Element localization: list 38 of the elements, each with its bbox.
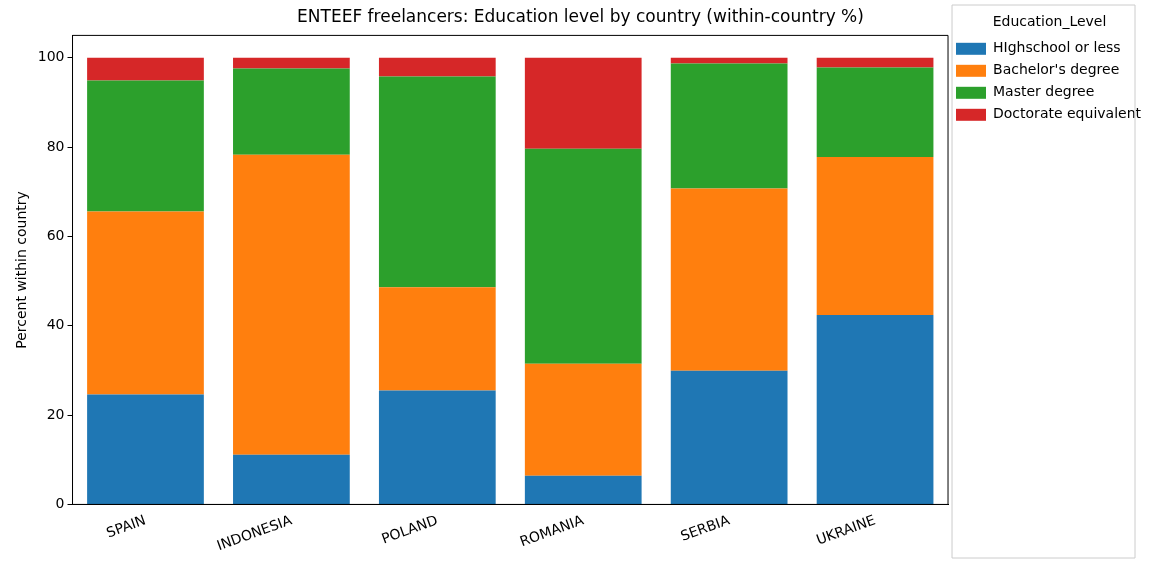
bar	[233, 57, 350, 69]
bar	[816, 57, 934, 68]
y-tick-label: 60	[46, 227, 65, 244]
bar	[524, 57, 642, 149]
bar	[816, 315, 934, 504]
bar	[378, 76, 496, 288]
x-tick-label: SPAIN	[104, 511, 148, 541]
bar	[233, 68, 350, 155]
chart-title: ENTEEF freelancers: Education level by country (within-country %)	[297, 5, 864, 26]
bar	[816, 67, 934, 157]
bar	[233, 154, 350, 455]
y-tick-label: 40	[46, 316, 65, 333]
bar	[378, 287, 496, 391]
legend-label: Bachelor's degree	[993, 61, 1120, 78]
legend-label: HIghschool or less	[993, 39, 1121, 56]
bar	[233, 454, 350, 504]
legend-label: Master degree	[993, 83, 1095, 100]
y-axis-title: Percent within country	[13, 191, 30, 349]
y-tick-label: 80	[46, 137, 65, 154]
bar	[378, 390, 496, 504]
bar	[524, 475, 642, 504]
bar	[670, 188, 788, 371]
y-tick-label: 0	[55, 495, 65, 512]
legend-title: Education_Level	[992, 12, 1107, 29]
bar	[87, 211, 204, 395]
y-tick-label: 20	[46, 405, 65, 422]
bar	[524, 148, 642, 364]
bar	[87, 80, 204, 212]
bar	[816, 156, 934, 316]
y-tick-label: 100	[37, 48, 65, 65]
legend-label: Doctorate equivalent	[993, 105, 1142, 122]
bar	[670, 63, 788, 189]
bar	[670, 370, 788, 504]
bar	[87, 57, 204, 81]
bar	[378, 57, 496, 77]
bar	[524, 363, 642, 476]
bar	[87, 394, 204, 504]
bar	[670, 57, 788, 64]
